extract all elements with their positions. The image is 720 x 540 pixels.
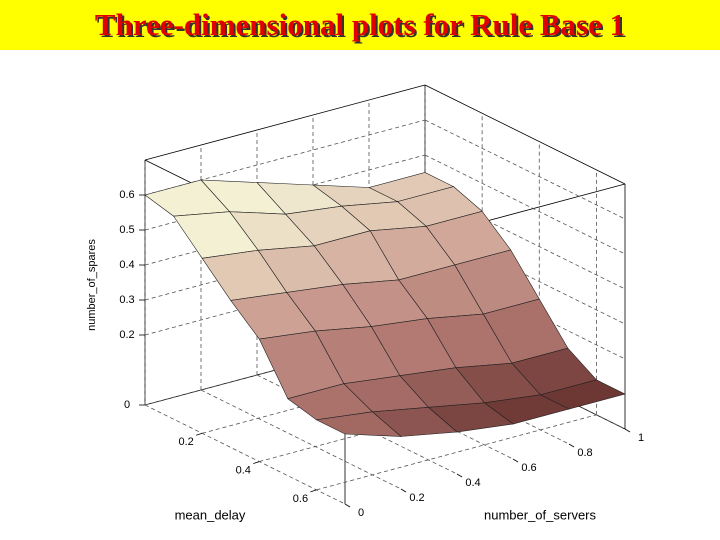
y-tick-label: 0 bbox=[358, 507, 364, 519]
y-tick bbox=[456, 473, 463, 478]
y-tick-label: 0.4 bbox=[465, 477, 480, 489]
y-tick bbox=[512, 458, 519, 463]
box-edge bbox=[424, 84, 626, 185]
slide-title: Three-dimensional plots for Rule Base 1 bbox=[0, 0, 720, 50]
y-tick bbox=[400, 488, 407, 493]
grid-line bbox=[200, 389, 402, 490]
z-tick-label: 0.2 bbox=[119, 329, 134, 341]
grid-line bbox=[424, 154, 626, 255]
box-edge bbox=[144, 84, 426, 161]
x-tick bbox=[310, 489, 317, 493]
y-tick-label: 0.6 bbox=[521, 462, 536, 474]
grid-line bbox=[316, 414, 597, 491]
x-tick bbox=[253, 461, 260, 464]
x-axis-label: mean_delay bbox=[175, 507, 246, 522]
grid-line bbox=[144, 119, 426, 196]
y-tick bbox=[344, 503, 351, 508]
y-tick bbox=[624, 428, 631, 433]
y-tick bbox=[568, 443, 575, 448]
y-tick-label: 0.8 bbox=[577, 447, 592, 459]
z-tick-label: 0.5 bbox=[119, 224, 134, 236]
z-tick-label: 0.6 bbox=[119, 189, 134, 201]
y-tick-label: 0.2 bbox=[409, 492, 424, 504]
z-axis-label: number_of_spares bbox=[86, 239, 98, 331]
x-tick-label: 0.2 bbox=[178, 436, 193, 448]
y-axis-label: number_of_servers bbox=[484, 507, 596, 522]
x-tick bbox=[196, 432, 203, 436]
x-tick-label: 0.6 bbox=[293, 493, 308, 505]
surface-patch bbox=[315, 411, 402, 437]
z-tick-label: 0 bbox=[124, 399, 130, 411]
grid-line bbox=[424, 119, 626, 220]
z-tick-label: 0.3 bbox=[119, 294, 134, 306]
grid-line bbox=[144, 154, 426, 231]
y-tick-label: 1 bbox=[638, 432, 644, 444]
grid-line bbox=[144, 404, 346, 505]
z-tick-label: 0.4 bbox=[119, 259, 134, 271]
x-tick-label: 0.4 bbox=[236, 464, 251, 476]
